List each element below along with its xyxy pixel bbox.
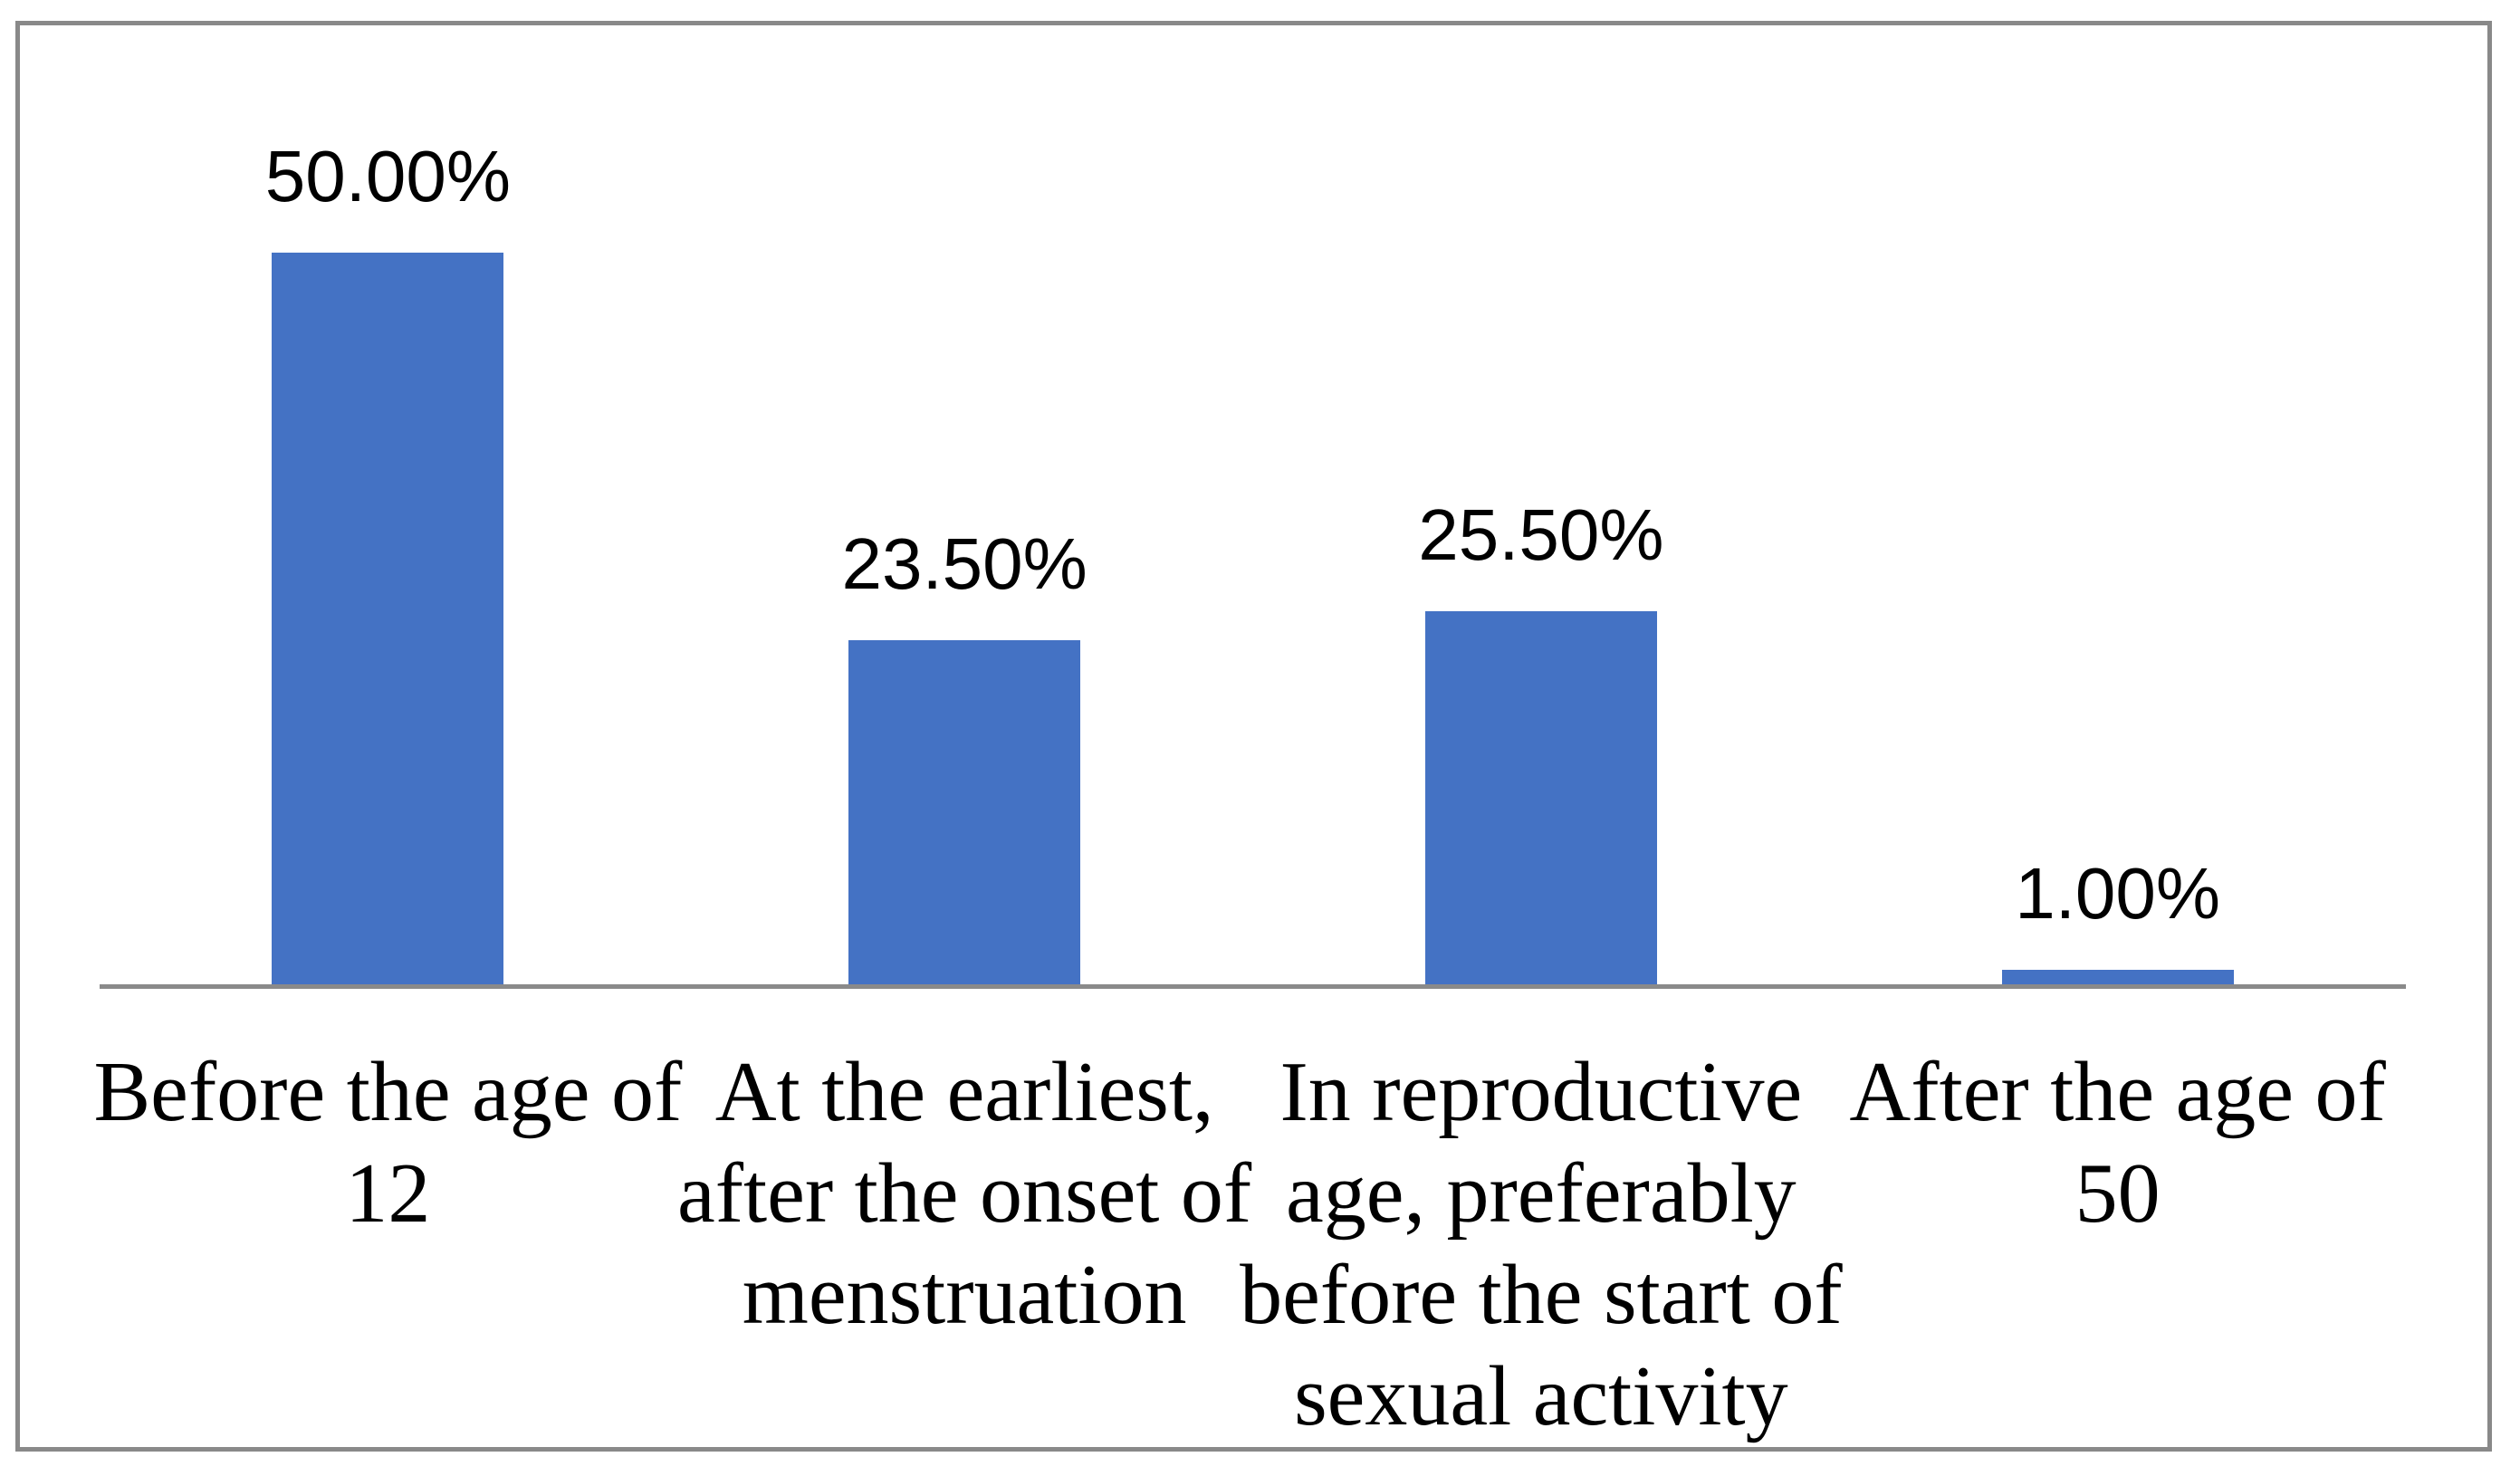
category-label: Before the age of 12	[93, 1045, 683, 1241]
category-label: In reproductive age, preferably before t…	[1240, 1045, 1843, 1443]
category-label: At the earliest, after the onset of mens…	[677, 1045, 1252, 1342]
chart-column: 50.00% Before the age of 12	[93, 0, 682, 1476]
bar	[272, 253, 504, 984]
chart-column: 1.00% After the age of 50	[1829, 0, 2406, 1476]
bar	[848, 640, 1081, 984]
category-label: After the age of 50	[1849, 1045, 2386, 1241]
bar-value-label: 25.50%	[1418, 494, 1664, 575]
bar	[1424, 611, 1657, 984]
bar-value-label: 50.00%	[264, 136, 512, 216]
chart-column: 23.50% At the earliest, after the onset …	[676, 0, 1253, 1476]
bar-value-label: 23.50%	[841, 523, 1088, 604]
chart-column: 25.50% In reproductive age, preferably b…	[1240, 0, 1843, 1476]
bar	[2001, 970, 2234, 984]
x-axis-line	[100, 984, 2406, 989]
bar-value-label: 1.00%	[2015, 853, 2221, 934]
